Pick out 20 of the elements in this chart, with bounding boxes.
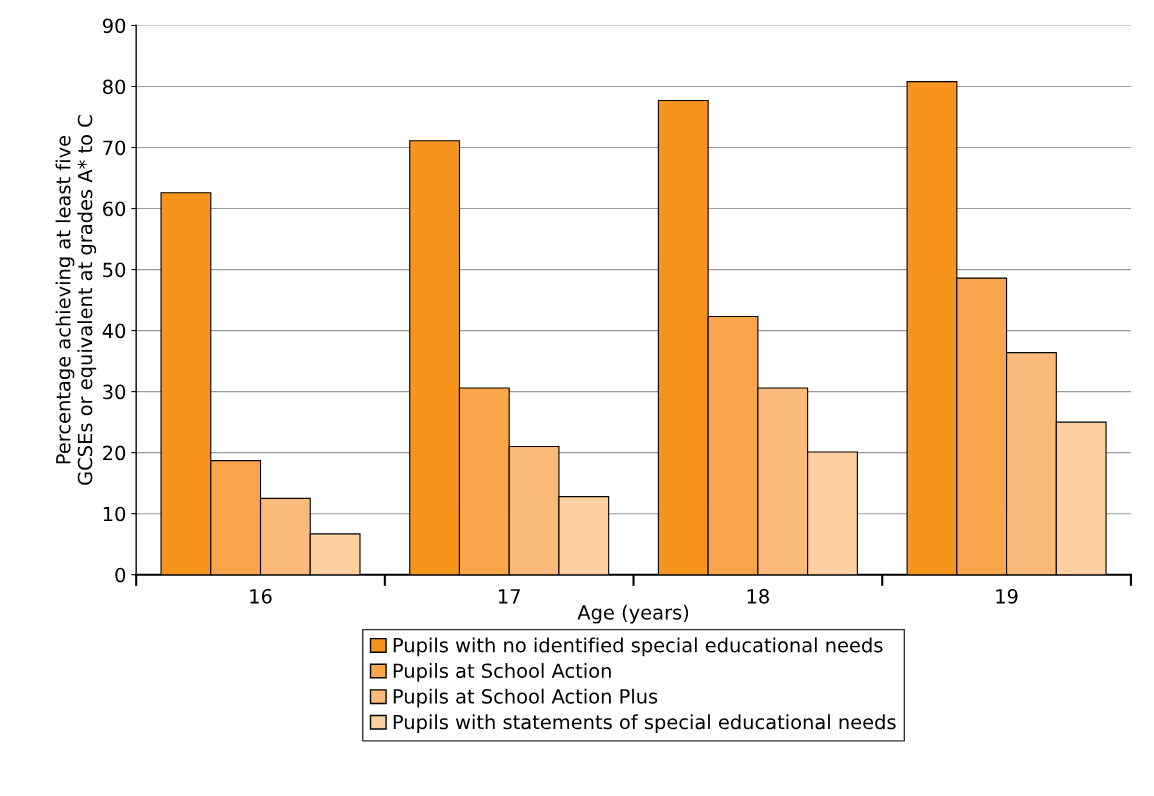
legend-label: Pupils with no identified special educational needs	[393, 637, 883, 657]
y-tick-label: 40	[102, 323, 126, 339]
y-tick-label: 20	[103, 445, 126, 461]
y-axis-title: Percentage achieving at least five GCSEs or equivalent at grades A* to C	[55, 115, 97, 485]
y-tick-label: 0	[115, 567, 126, 583]
legend-label: Pupils at School Action	[393, 663, 611, 682]
y-tick-label: 60	[103, 201, 126, 217]
x-tick-label: 16	[250, 588, 272, 604]
x-tick-label: 18	[747, 588, 769, 604]
y-tick-label: 30	[103, 384, 126, 400]
x-axis-title: Age (years)	[577, 604, 689, 624]
y-tick-label: 70	[103, 140, 126, 156]
y-tick-label: 10	[103, 506, 126, 522]
x-tick-label: 17	[498, 589, 520, 604]
x-tick-label: 19	[996, 588, 1018, 604]
y-tick-label: 90	[102, 18, 126, 34]
y-tick-label: 80	[103, 79, 126, 95]
legend-label: Pupils with statements of special educational needs	[393, 714, 896, 734]
y-tick-label: 50	[103, 262, 126, 278]
legend-label: Pupils at School Action Plus	[393, 688, 658, 708]
